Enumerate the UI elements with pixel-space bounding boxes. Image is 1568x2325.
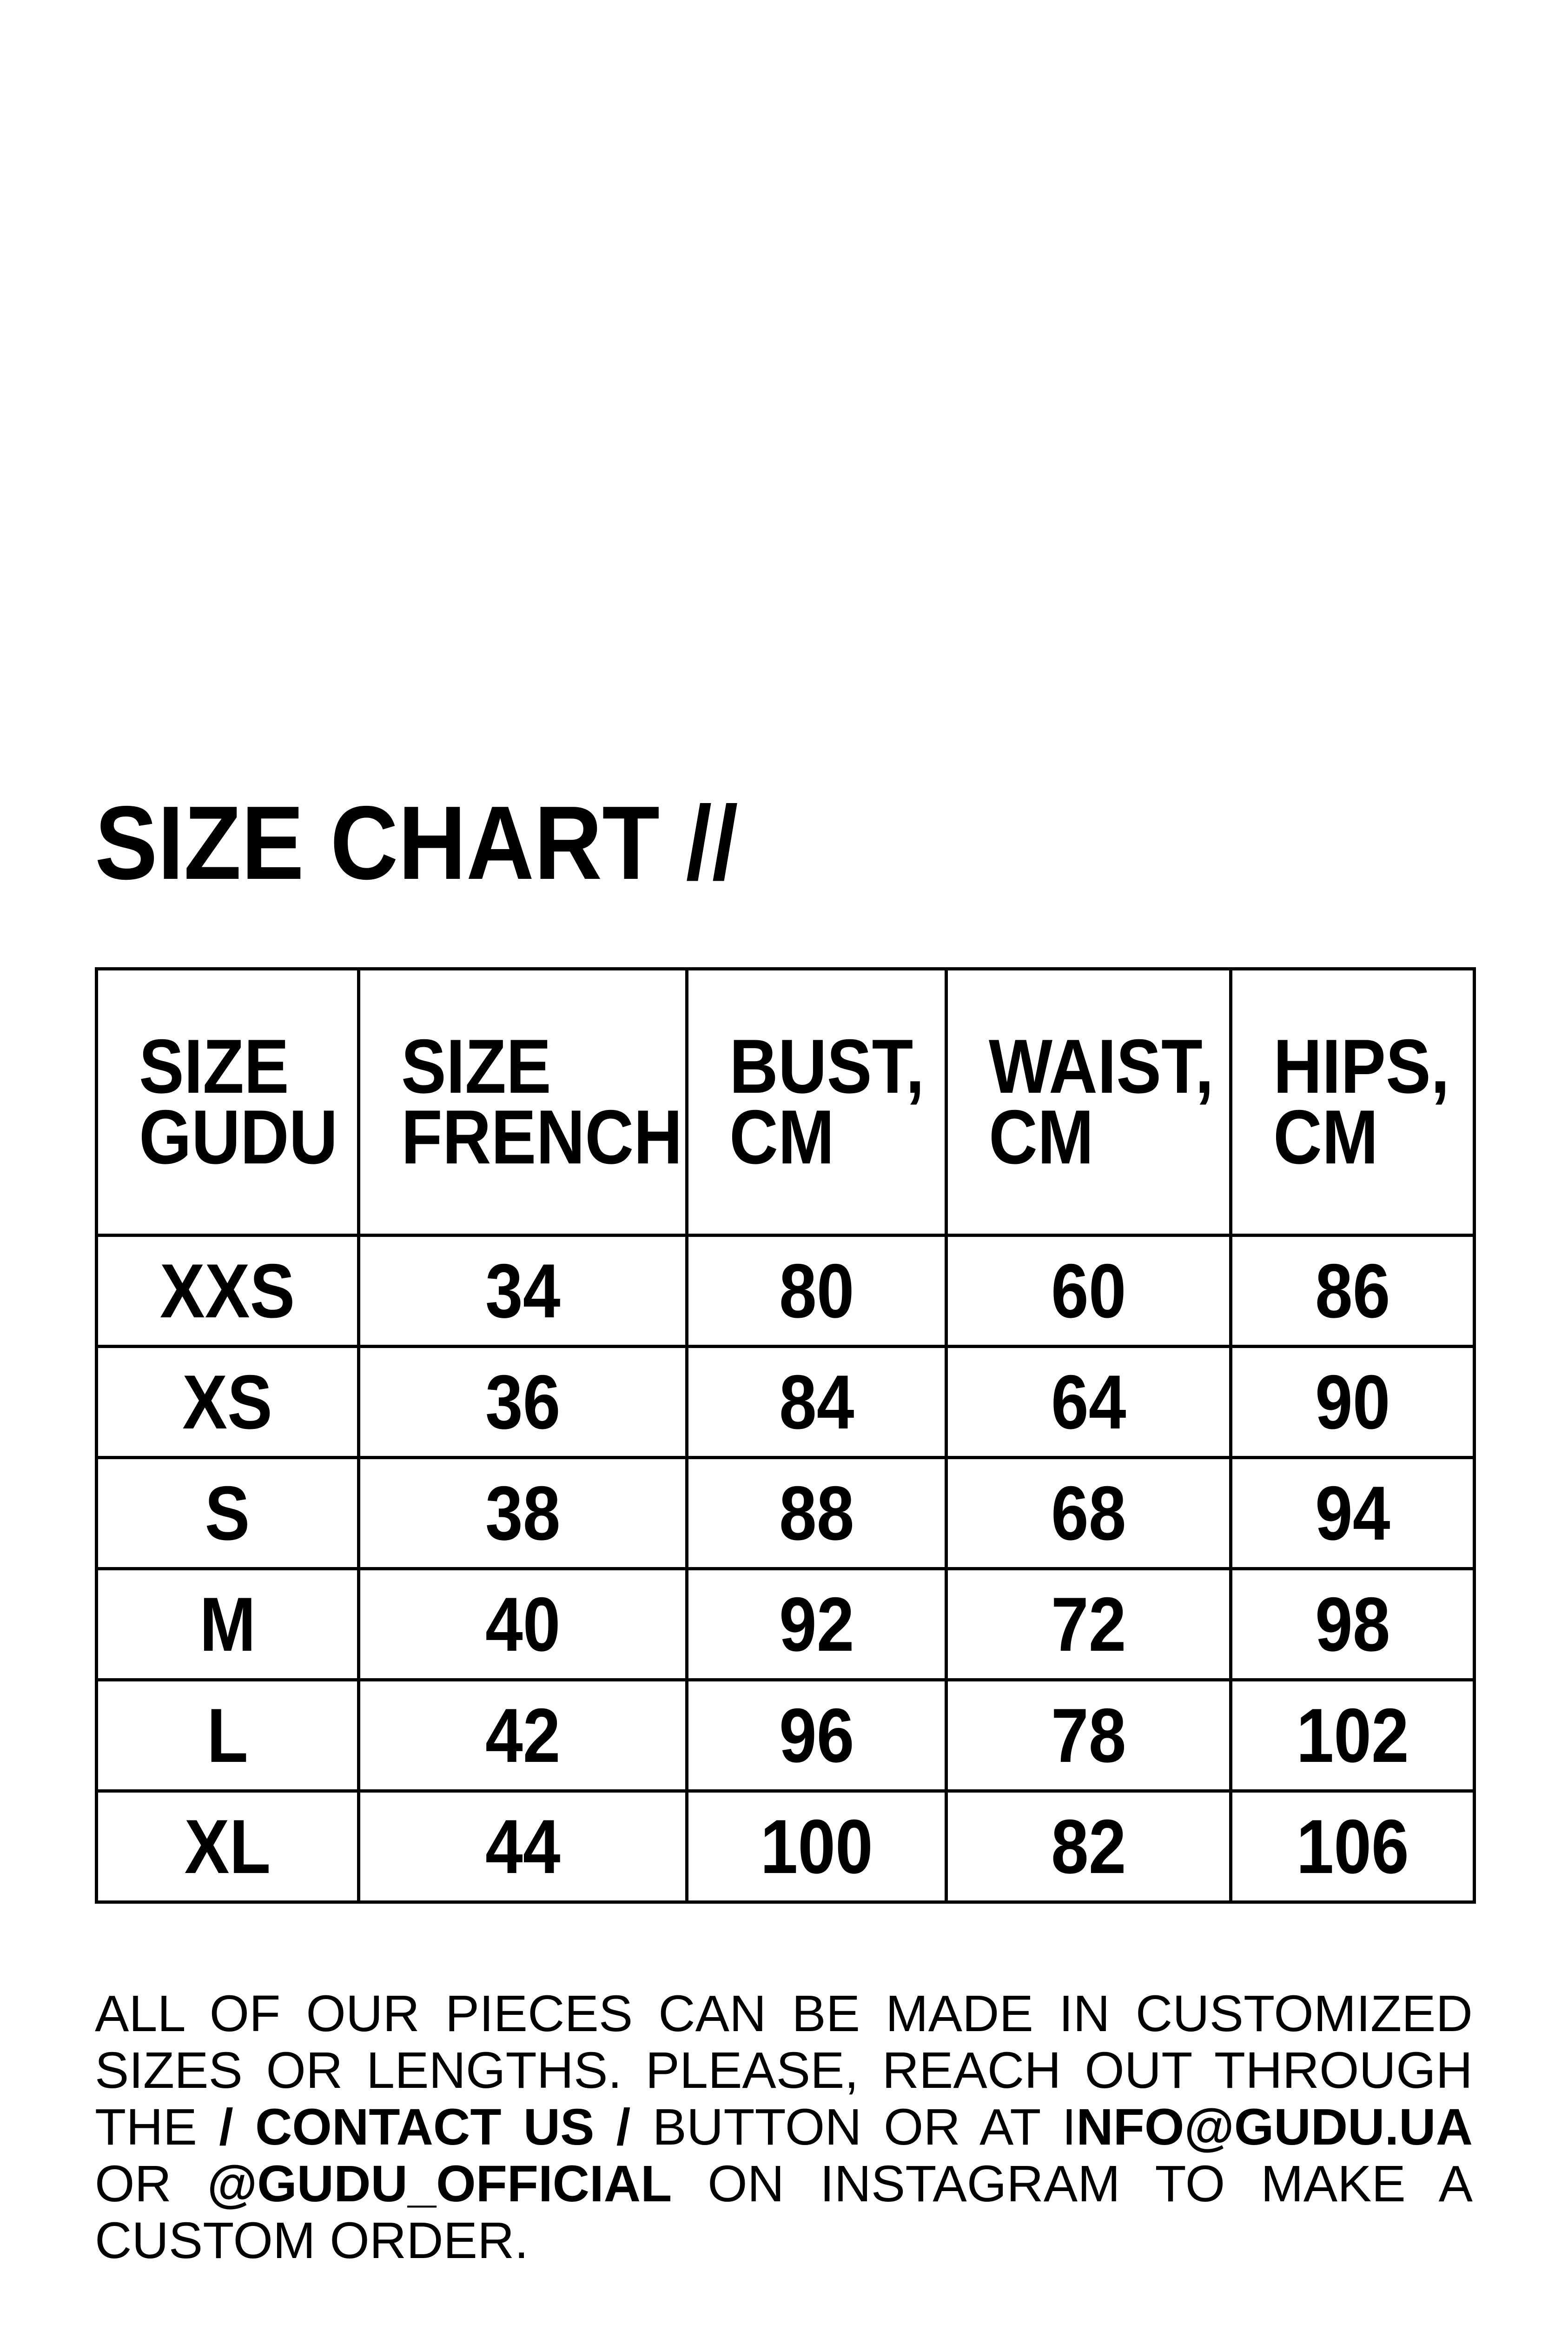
size-label-cell: M <box>95 1567 360 1681</box>
measurement-cell: 42 <box>357 1678 688 1793</box>
note-text: BUTTON OR AT I <box>630 2099 1077 2156</box>
cell-value: 88 <box>779 1470 854 1556</box>
size-label-cell: S <box>95 1456 360 1570</box>
cell-value: 72 <box>1051 1581 1126 1667</box>
measurement-cell: 40 <box>357 1567 688 1681</box>
measurement-cell: 38 <box>357 1456 688 1570</box>
size-chart-table: SIZE GUDU SIZE FRENCH BUST, CM WAIST, CM HIP… <box>95 967 1476 1904</box>
note-line: CUSTOM ORDER. <box>95 2212 1473 2269</box>
note-line: THE / CONTACT US / BUTTON OR AT INFO@GUD… <box>95 2099 1473 2156</box>
measurement-cell: 100 <box>685 1789 948 1904</box>
page-title: SIZE CHART // <box>95 790 810 895</box>
cell-value: 94 <box>1315 1470 1390 1556</box>
cell-value: 64 <box>1051 1359 1126 1445</box>
measurement-cell: 98 <box>1229 1567 1476 1681</box>
note-text-bold: @GUDU_OFFICIAL <box>207 2155 672 2212</box>
cell-value: 86 <box>1315 1248 1390 1334</box>
column-header: WAIST, CM <box>945 967 1232 1237</box>
size-label-cell: XXS <box>95 1234 360 1348</box>
cell-value: L <box>207 1692 248 1778</box>
note-text-bold: NFO@GUDU.UA <box>1076 2099 1473 2156</box>
page-title-text: SIZE CHART // <box>95 784 738 901</box>
measurement-cell: 96 <box>685 1678 948 1793</box>
cell-value: 78 <box>1051 1692 1126 1778</box>
cell-value: XS <box>182 1359 273 1445</box>
cell-value: 60 <box>1051 1248 1126 1334</box>
column-header-label: BUST, CM <box>729 1023 925 1180</box>
column-header: SIZE FRENCH <box>357 967 688 1237</box>
size-label-cell: XS <box>95 1345 360 1459</box>
cell-value: 38 <box>485 1470 561 1556</box>
cell-value: 100 <box>760 1803 873 1889</box>
cell-value: 44 <box>485 1803 561 1889</box>
measurement-cell: 82 <box>945 1789 1232 1904</box>
table-row: M 40 92 72 98 <box>95 1567 1476 1681</box>
cell-value: S <box>205 1470 250 1556</box>
cell-value: 68 <box>1051 1470 1126 1556</box>
table-row: XL 44 100 82 106 <box>95 1789 1476 1904</box>
measurement-cell: 60 <box>945 1234 1232 1348</box>
column-header-label: HIPS, CM <box>1273 1023 1450 1180</box>
note-line: ALL OF OUR PIECES CAN BE MADE IN CUSTOMI… <box>95 1986 1473 2042</box>
cell-value: 34 <box>485 1248 561 1334</box>
column-header-label: SIZE GUDU <box>139 1023 338 1180</box>
table-row: L 42 96 78 102 <box>95 1678 1476 1793</box>
measurement-cell: 78 <box>945 1678 1232 1793</box>
note-text: THE <box>95 2099 219 2156</box>
cell-value: 98 <box>1315 1581 1390 1667</box>
cell-value: 92 <box>779 1581 854 1667</box>
measurement-cell: 44 <box>357 1789 688 1904</box>
measurement-cell: 36 <box>357 1345 688 1459</box>
note-text: OR <box>95 2155 207 2212</box>
cell-value: 36 <box>485 1359 561 1445</box>
size-label-cell: L <box>95 1678 360 1793</box>
note-line: SIZES OR LENGTHS. PLEASE, REACH OUT THRO… <box>95 2042 1473 2099</box>
cell-value: 82 <box>1051 1803 1126 1889</box>
cell-value: 96 <box>779 1692 854 1778</box>
measurement-cell: 84 <box>685 1345 948 1459</box>
note-text: ALL OF OUR PIECES CAN BE MADE IN CUSTOMI… <box>95 1985 1473 2042</box>
measurement-cell: 80 <box>685 1234 948 1348</box>
column-header-label: SIZE FRENCH <box>401 1023 682 1180</box>
note-text: SIZES OR LENGTHS. PLEASE, REACH OUT THRO… <box>95 2042 1473 2099</box>
measurement-cell: 106 <box>1229 1789 1476 1904</box>
table-row: S 38 88 68 94 <box>95 1456 1476 1570</box>
measurement-cell: 68 <box>945 1456 1232 1570</box>
custom-order-note: ALL OF OUR PIECES CAN BE MADE IN CUSTOMI… <box>95 1986 1473 2269</box>
column-header: HIPS, CM <box>1229 967 1476 1237</box>
cell-value: 90 <box>1315 1359 1390 1445</box>
cell-value: 40 <box>485 1581 561 1667</box>
cell-value: 102 <box>1296 1692 1409 1778</box>
measurement-cell: 64 <box>945 1345 1232 1459</box>
measurement-cell: 90 <box>1229 1345 1476 1459</box>
size-label-cell: XL <box>95 1789 360 1904</box>
cell-value: 80 <box>779 1248 854 1334</box>
note-text-bold: / CONTACT US / <box>219 2099 631 2156</box>
measurement-cell: 88 <box>685 1456 948 1570</box>
note-line: OR @GUDU_OFFICIAL ON INSTAGRAM TO MAKE A <box>95 2156 1473 2212</box>
column-header: BUST, CM <box>685 967 948 1237</box>
cell-value: 42 <box>485 1692 561 1778</box>
measurement-cell: 86 <box>1229 1234 1476 1348</box>
column-header-label: WAIST, CM <box>989 1023 1214 1180</box>
note-text: ON INSTAGRAM TO MAKE A <box>672 2155 1473 2212</box>
column-header: SIZE GUDU <box>95 967 360 1237</box>
cell-value: 106 <box>1296 1803 1409 1889</box>
measurement-cell: 102 <box>1229 1678 1476 1793</box>
cell-value: XL <box>184 1803 271 1889</box>
note-text: CUSTOM ORDER. <box>95 2212 529 2269</box>
measurement-cell: 94 <box>1229 1456 1476 1570</box>
measurement-cell: 72 <box>945 1567 1232 1681</box>
cell-value: M <box>199 1581 256 1667</box>
measurement-cell: 92 <box>685 1567 948 1681</box>
cell-value: 84 <box>779 1359 854 1445</box>
cell-value: XXS <box>160 1248 295 1334</box>
table-header-row: SIZE GUDU SIZE FRENCH BUST, CM WAIST, CM HIP… <box>95 967 1476 1237</box>
table-row: XXS 34 80 60 86 <box>95 1234 1476 1348</box>
measurement-cell: 34 <box>357 1234 688 1348</box>
table-row: XS 36 84 64 90 <box>95 1345 1476 1459</box>
